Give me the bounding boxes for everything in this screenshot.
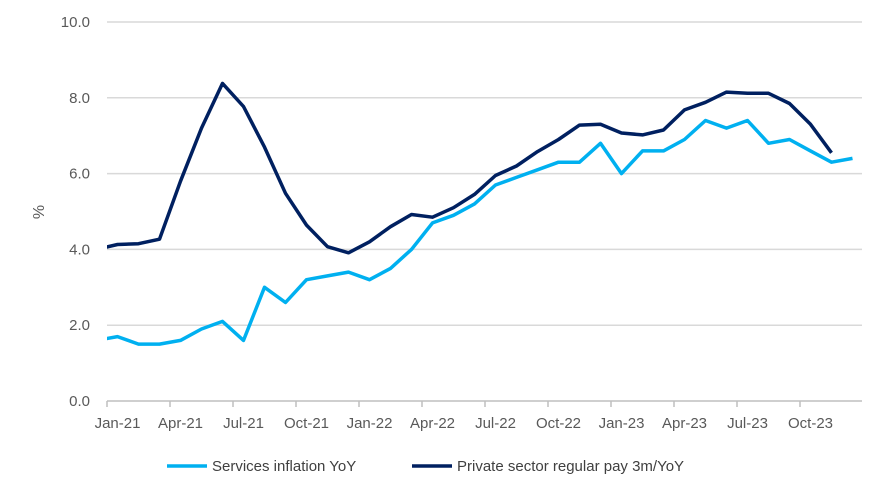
x-tick-label: Oct-21	[284, 415, 329, 432]
x-tick-label: Jul-22	[475, 415, 516, 432]
legend-label: Private sector regular pay 3m/YoY	[457, 458, 684, 475]
series-line-services-inflation	[107, 118, 853, 346]
y-tick-label: 10.0	[61, 14, 90, 31]
y-tick-label: 2.0	[69, 317, 90, 334]
x-tick-label: Apr-21	[158, 415, 203, 432]
x-tick-label: Jan-21	[95, 415, 141, 432]
legend-label: Services inflation YoY	[212, 458, 356, 475]
y-tick-label: 4.0	[69, 241, 90, 258]
y-tick-label: 6.0	[69, 166, 90, 183]
series-line-private-sector-pay	[107, 81, 833, 255]
x-tick-label: Apr-23	[662, 415, 707, 432]
x-tick-label: Oct-23	[788, 415, 833, 432]
x-tick-label: Apr-22	[410, 415, 455, 432]
x-tick-label: Jan-23	[599, 415, 645, 432]
x-tick-label: Oct-22	[536, 415, 581, 432]
x-tick-label: Jul-23	[727, 415, 768, 432]
x-tick-label: Jan-22	[347, 415, 393, 432]
y-tick-label: 0.0	[69, 393, 90, 410]
x-tick-label: Jul-21	[223, 415, 264, 432]
y-axis-label: %	[31, 205, 48, 219]
y-tick-label: 8.0	[69, 90, 90, 107]
